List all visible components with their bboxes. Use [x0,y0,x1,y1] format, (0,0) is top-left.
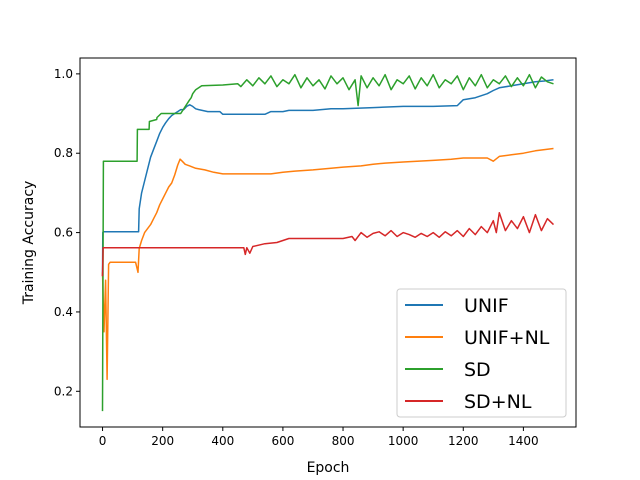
x-tick-label: 1000 [388,434,419,448]
axis-ticks: 0 200 400 600 800 1000 1200 1400 0.2 0.4 0.6 0.8 1.0 [54,67,539,448]
x-tick-label: 800 [332,434,355,448]
legend-label: SD+NL [464,391,532,413]
x-tick-label: 600 [271,434,294,448]
series-line-2 [101,73,554,412]
x-tick-label: 200 [151,434,174,448]
x-tick-label: 0 [99,434,107,448]
y-tick-label: 1.0 [54,67,73,81]
x-tick-label: 1200 [448,434,479,448]
x-tick-label: 400 [211,434,234,448]
legend-box [396,288,567,418]
legend-label: UNIF [464,295,509,317]
series-line-0 [101,79,554,277]
x-axis-label: Epoch [307,460,350,476]
series-line-1 [101,147,554,381]
y-axis-label: Training Accuracy [21,181,37,306]
legend: UNIF UNIF+NL SD SD+NL [396,288,567,418]
y-tick-label: 0.4 [54,305,73,319]
y-tick-label: 0.8 [54,146,73,160]
legend-label: UNIF+NL [464,327,550,349]
legend-label: SD [464,359,491,381]
axes-frame [79,57,577,428]
y-tick-label: 0.2 [54,384,73,398]
x-tick-label: 1400 [508,434,539,448]
series-line-3 [101,211,555,277]
plot-area [101,73,555,412]
y-tick-label: 0.6 [54,226,73,240]
